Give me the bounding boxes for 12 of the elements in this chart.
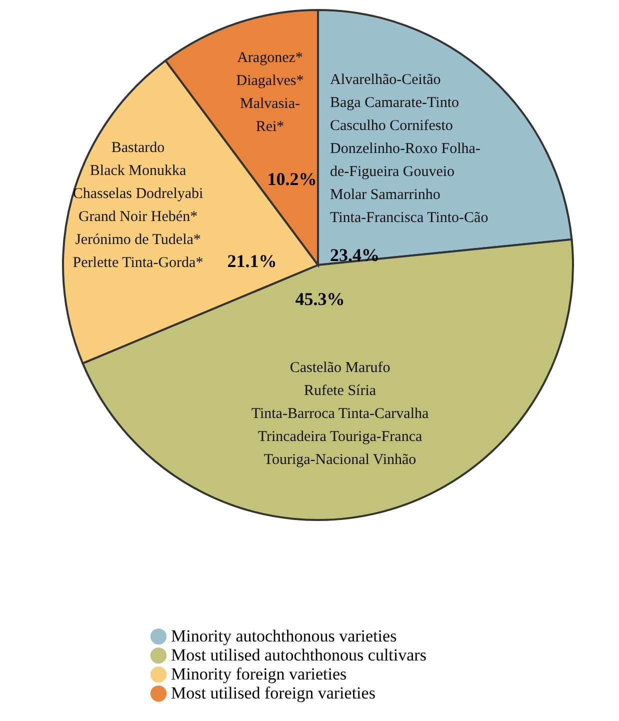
data-label: 23.4% — [330, 245, 380, 265]
text: Aragonez* Diagalves* Malvasia- Rei* — [236, 50, 304, 135]
legend-label: Most utilised foreign varieties — [171, 684, 376, 702]
text: Castelão Marufo Rufete Síria Tinta-Barroca Tinta-Carvalha Trincadeira Touriga-Franca Touriga-Nacional Vinhão — [251, 360, 430, 468]
data-label: 45.3% — [295, 289, 345, 309]
legend-label: Most utilised autochthonous cultivars — [171, 646, 426, 664]
data-label: 21.1% — [227, 251, 277, 271]
legend-label: Minority foreign varieties — [171, 664, 347, 684]
text: Bastardo Black Monukka Chasselas Dodrelyabi Grand Noir Hebén* Jerónimo de Tudela* Perlette Tinta-Gorda* — [72, 140, 204, 271]
text: Alvarelhão-Ceitão Baga Camarate-Tinto Casculho Cornifesto Donzelinho-Roxo Folha- de-Figueira Gouveio Molar Samarrinho Tinta-Francisca Tinto-Cão — [330, 72, 488, 226]
legend-label: Minority autochthonous varieties — [171, 626, 397, 646]
data-label: 10.2% — [267, 169, 317, 189]
